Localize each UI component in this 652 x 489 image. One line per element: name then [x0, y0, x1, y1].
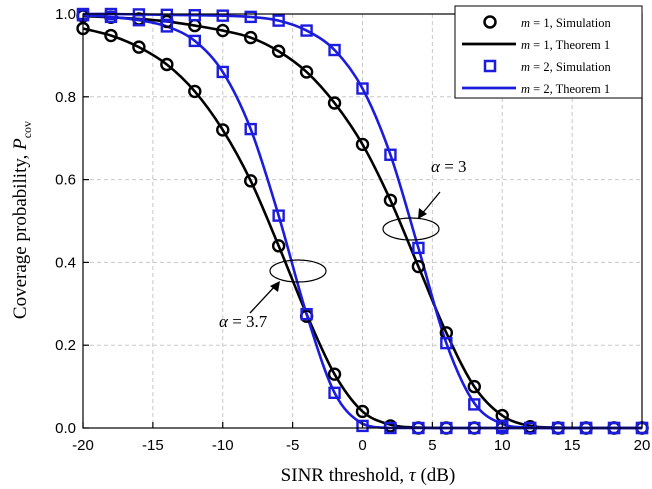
x-axis-title-symbol: τ [409, 465, 417, 486]
data-point-circle [132, 40, 146, 54]
data-point-circle [355, 137, 370, 152]
x-tick-label: -10 [212, 437, 234, 454]
y-tick-label: 0.6 [55, 172, 76, 189]
x-tick-label: 0 [358, 437, 366, 454]
data-point-circle [188, 84, 202, 99]
data-point-square [244, 10, 257, 24]
data-point-square [300, 307, 313, 321]
legend-entry-1-var: m [521, 16, 530, 30]
data-point-square [356, 82, 369, 95]
y-axis-title-subscript: cov [20, 121, 34, 138]
legend-square-marker [483, 59, 497, 73]
legend-entry-4: m = 2, Theorem 1 [521, 82, 610, 96]
legend-entry-2-var: m [521, 38, 530, 52]
legend-entry-2: m = 1, Theorem 1 [521, 38, 610, 52]
alpha-3-arrow [420, 191, 441, 216]
data-point-square [160, 20, 174, 33]
data-point-square [104, 10, 118, 24]
y-tick-label: 0.0 [55, 420, 76, 437]
x-tick-label: -5 [286, 437, 299, 454]
data-point-circle [243, 174, 258, 188]
y-axis-title: Coverage probability, Pcov [10, 121, 34, 319]
data-point-circle [327, 367, 342, 381]
data-point-square [160, 8, 174, 22]
data-point-circle [216, 123, 230, 137]
data-point-circle [299, 65, 314, 79]
data-point-square [412, 241, 425, 255]
x-axis-title-main: SINR threshold, [281, 465, 409, 486]
data-point-circle [104, 28, 118, 43]
data-point-circle [243, 30, 258, 45]
data-point-square [188, 34, 202, 48]
grid-lines [83, 14, 642, 428]
legend-entry-4-text: = 2, Theorem 1 [530, 82, 610, 96]
legend-frame [454, 5, 643, 99]
legend-entry-1-text: = 1, Simulation [530, 16, 611, 30]
data-point-square [328, 386, 341, 400]
data-point-circle [411, 259, 426, 274]
alpha-37-symbol: α [219, 312, 229, 331]
data-point-square [468, 398, 481, 411]
alpha-37-value: = 3.7 [228, 312, 268, 331]
data-point-circle [355, 404, 370, 419]
alpha-3-arrowhead [418, 208, 427, 219]
data-point-circle [327, 96, 342, 110]
alpha-37-label: α = 3.7 [219, 312, 268, 331]
data-point-square [272, 209, 285, 222]
alpha-37-ellipse [269, 259, 327, 283]
alpha-3-ellipse [382, 217, 440, 241]
data-point-square [272, 14, 285, 27]
data-point-circle [271, 44, 286, 58]
x-tick-label: -15 [142, 437, 164, 454]
legend-entry-4-var: m [521, 82, 530, 96]
axis-ticks: -20 -15 -10 -5 0 5 10 15 20 0.0 0.2 0.4 0.6 0.8 1.0 [55, 6, 650, 454]
alpha-37-arrowhead [270, 281, 280, 292]
x-tick-label: 5 [428, 437, 436, 454]
legend-entry-3-text: = 2, Simulation [530, 60, 611, 74]
data-point-square [440, 336, 453, 350]
y-tick-label: 0.4 [55, 254, 76, 271]
data-point-circle [467, 379, 481, 394]
data-point-circle [271, 239, 286, 253]
x-tick-label: 15 [564, 437, 581, 454]
legend-entry-2-text: = 1, Theorem 1 [530, 38, 610, 52]
y-axis-title-main: Coverage probability, [10, 150, 31, 319]
data-point-circle [160, 57, 174, 72]
x-axis-title: SINR threshold, τ (dB) [281, 465, 456, 486]
x-tick-label: 20 [634, 437, 651, 454]
alpha-37-arrow [249, 284, 277, 314]
data-point-square [328, 43, 341, 57]
x-tick-label: -20 [72, 437, 94, 454]
legend: m = 1, Simulation m = 1, Theorem 1 m = 2… [454, 5, 643, 99]
data-point-square [132, 14, 146, 27]
alpha-3-label: α = 3 [431, 157, 467, 176]
data-point-square [216, 9, 229, 22]
data-point-square [356, 419, 369, 433]
alpha-3-symbol: α [431, 157, 441, 176]
data-point-circle [383, 193, 398, 208]
legend-circle-marker [483, 15, 497, 29]
legend-entry-1: m = 1, Simulation [521, 16, 611, 30]
data-point-square [188, 9, 202, 22]
legend-entry-3: m = 2, Simulation [521, 60, 611, 74]
legend-entry-3-var: m [521, 60, 530, 74]
data-point-square [384, 148, 397, 161]
y-tick-label: 1.0 [55, 6, 76, 23]
x-axis-title-unit: (dB) [416, 465, 456, 486]
y-axis-title-symbol: P [10, 138, 31, 151]
x-tick-label: 10 [494, 437, 511, 454]
data-point-square [300, 24, 313, 37]
data-point-circle [216, 23, 230, 38]
y-tick-label: 0.2 [55, 337, 76, 354]
alpha-3-value: = 3 [440, 157, 467, 176]
y-tick-label: 0.8 [55, 89, 76, 106]
data-point-square [216, 65, 229, 79]
annotations: α = 3 α = 3.7 [219, 157, 467, 331]
data-point-square [244, 122, 257, 136]
